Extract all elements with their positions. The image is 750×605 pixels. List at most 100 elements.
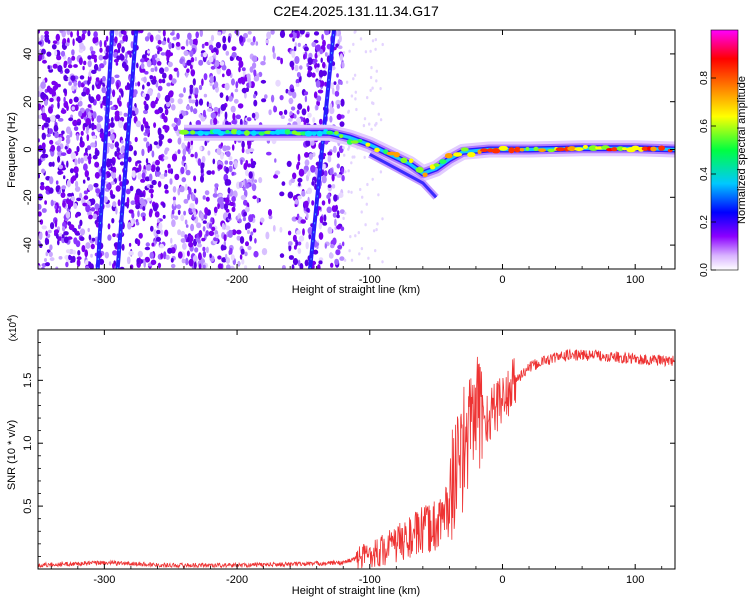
noise-speck [175, 125, 178, 130]
noise-speck [247, 31, 252, 35]
noise-speck [60, 109, 67, 114]
noise-speck [58, 164, 63, 170]
noise-speck [339, 209, 345, 215]
noise-speck [110, 181, 116, 186]
noise-speck [155, 236, 161, 242]
noise-speck [76, 259, 81, 267]
noise-speck [87, 79, 90, 86]
noise-speck [245, 148, 251, 155]
noise-speck [112, 89, 116, 98]
noise-speck [153, 141, 159, 146]
noise-speck [99, 63, 105, 69]
noise-speck [159, 174, 164, 179]
noise-speck [109, 121, 115, 128]
noise-speck [41, 48, 46, 55]
noise-speck [84, 249, 88, 258]
noise-speck [344, 170, 347, 174]
noise-speck [176, 204, 182, 210]
noise-speck [313, 58, 318, 64]
noise-speck [193, 188, 197, 194]
snr-frame [37, 329, 676, 570]
noise-speck [261, 248, 268, 256]
noise-speck [298, 235, 305, 242]
noise-speck [225, 151, 231, 157]
noise-speck [99, 47, 103, 53]
noise-speck [323, 170, 328, 177]
noise-speck [52, 44, 57, 50]
noise-speck [150, 100, 156, 109]
noise-speck [343, 153, 346, 157]
noise-speck [82, 202, 88, 207]
noise-speck [52, 40, 58, 44]
noise-speck [249, 234, 253, 242]
noise-speck [175, 41, 181, 47]
noise-speck [250, 231, 254, 236]
noise-speck [294, 30, 298, 33]
noise-speck [77, 250, 81, 256]
noise-speck [355, 107, 358, 112]
noise-speck [295, 239, 298, 247]
noise-speck [143, 76, 147, 83]
trace-blob [582, 145, 589, 149]
noise-speck [298, 182, 301, 187]
noise-speck [375, 69, 378, 73]
noise-speck [38, 211, 42, 217]
noise-speck [62, 175, 66, 180]
noise-speck [345, 80, 349, 84]
noise-speck [327, 184, 332, 189]
noise-speck [81, 245, 86, 253]
trace-blob [312, 132, 317, 136]
noise-speck [194, 38, 198, 46]
noise-speck [205, 196, 210, 202]
noise-speck [241, 258, 245, 265]
noise-speck [288, 255, 294, 260]
spectrogram-y-axis-label: Frequency (Hz) [6, 112, 18, 188]
noise-speck [155, 81, 159, 88]
noise-speck [171, 78, 177, 84]
noise-speck [140, 68, 146, 73]
noise-speck [192, 78, 196, 86]
noise-speck [187, 193, 191, 201]
noise-speck [62, 200, 66, 208]
noise-speck [120, 90, 124, 95]
noise-speck [167, 169, 172, 174]
noise-speck [273, 174, 279, 179]
noise-speck [66, 179, 71, 188]
trace-blob [339, 134, 344, 139]
noise-speck [99, 40, 103, 48]
noise-speck [321, 175, 327, 184]
noise-speck [201, 43, 205, 49]
noise-speck [320, 57, 323, 63]
noise-speck [222, 43, 227, 51]
noise-speck [154, 66, 158, 72]
noise-speck [189, 86, 193, 95]
noise-speck [149, 75, 154, 80]
snr-plot-area [38, 330, 675, 569]
noise-speck [229, 201, 235, 207]
noise-speck [171, 219, 176, 228]
noise-speck [190, 99, 196, 104]
noise-speck [151, 242, 155, 247]
noise-speck [336, 73, 339, 78]
noise-speck [120, 146, 125, 154]
noise-speck [314, 52, 318, 59]
noise-speck [297, 195, 302, 200]
noise-speck [374, 249, 377, 253]
y-tick-label: 0 [22, 146, 34, 152]
noise-speck [65, 138, 70, 145]
noise-speck [290, 88, 295, 93]
noise-speck [41, 142, 46, 150]
noise-speck [292, 31, 297, 39]
noise-speck [162, 214, 166, 219]
noise-speck [164, 126, 169, 133]
noise-speck [185, 169, 191, 176]
noise-speck [214, 183, 219, 188]
noise-speck [68, 81, 72, 86]
noise-speck [379, 87, 382, 91]
noise-speck [171, 104, 176, 111]
noise-speck [51, 161, 55, 167]
noise-speck [101, 86, 107, 94]
noise-speck [193, 261, 197, 269]
noise-speck [210, 34, 215, 42]
noise-speck [224, 82, 230, 91]
